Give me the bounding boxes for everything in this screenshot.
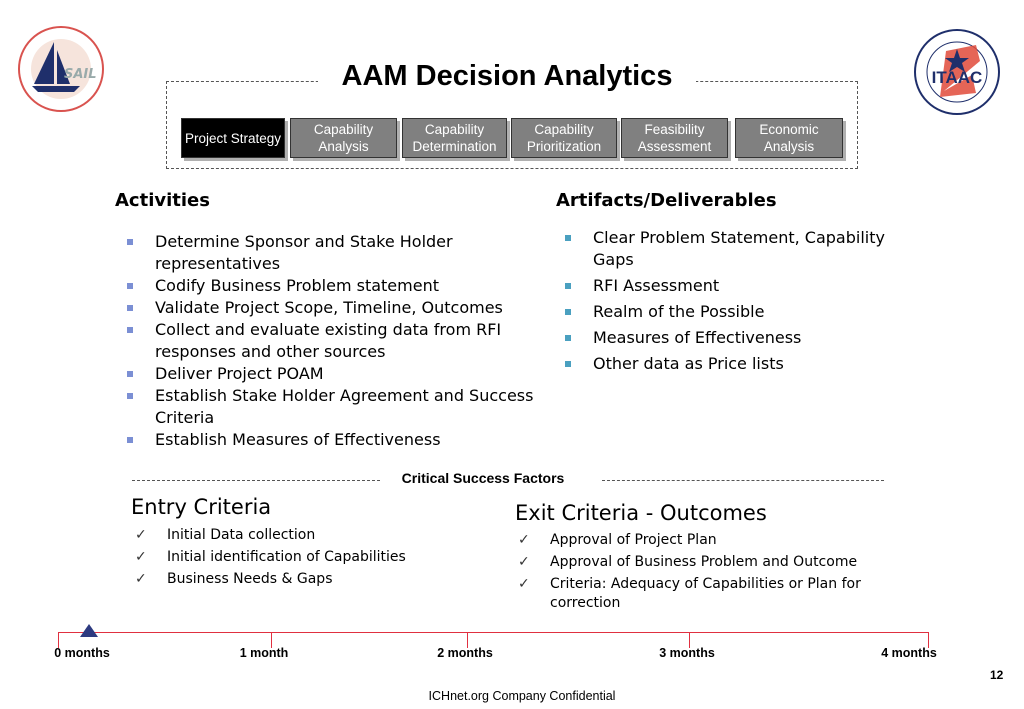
list-item: Establish Stake Holder Agreement and Suc… (127, 385, 547, 429)
checkmark-icon: ✓ (518, 576, 530, 592)
item-text: Initial Data collection (167, 527, 316, 543)
checkmark-icon: ✓ (135, 527, 147, 543)
item-text: Realm of the Possible (593, 302, 765, 321)
activities-heading: Activities (115, 190, 210, 211)
item-text: Validate Project Scope, Timeline, Outcom… (155, 298, 503, 317)
artifacts-heading: Artifacts/Deliverables (556, 190, 777, 211)
checkmark-icon: ✓ (135, 571, 147, 587)
sail-logo: SAIL (18, 26, 104, 112)
list-item: Establish Measures of Effectiveness (127, 429, 547, 451)
phase-project-strategy[interactable]: Project Strategy (181, 118, 285, 158)
list-item: Clear Problem Statement, Capability Gaps (565, 227, 895, 271)
bullet-icon (565, 309, 571, 315)
svg-text:SAIL: SAIL (64, 67, 97, 82)
timeline-label-3: 3 months (659, 646, 715, 660)
timeline-line (58, 632, 928, 633)
list-item: Deliver Project POAM (127, 363, 547, 385)
entry-criteria-heading: Entry Criteria (131, 495, 272, 519)
list-item: ✓ Business Needs & Gaps (135, 570, 465, 589)
phase-feasibility-assessment[interactable]: Feasibility Assessment (621, 118, 728, 158)
item-text: Approval of Business Problem and Outcome (550, 554, 858, 570)
item-text: Measures of Effectiveness (593, 328, 802, 347)
divider-right (602, 480, 884, 481)
phase-capability-prioritization[interactable]: Capability Prioritization (511, 118, 617, 158)
list-item: Realm of the Possible (565, 301, 895, 323)
bullet-icon (127, 393, 133, 399)
list-item: Other data as Price lists (565, 353, 895, 375)
timeline-marker-triangle-icon (80, 624, 98, 637)
list-item: ✓ Criteria: Adequacy of Capabilities or P… (518, 575, 878, 613)
phase-economic-analysis[interactable]: Economic Analysis (735, 118, 843, 158)
item-text: Establish Measures of Effectiveness (155, 430, 441, 449)
bullet-icon (565, 283, 571, 289)
bullet-icon (565, 235, 571, 241)
list-item: Determine Sponsor and Stake Holder repre… (127, 231, 547, 275)
timeline-tick (689, 632, 690, 648)
timeline-label-4: 4 months (881, 646, 937, 660)
list-item: ✓ Approval of Business Problem and Outcom… (518, 553, 878, 572)
list-item: ✓ Initial Data collection (135, 526, 465, 545)
itaac-logo: ITAAC (914, 29, 1000, 115)
item-text: Initial identification of Capabilities (167, 549, 406, 565)
timeline-tick (467, 632, 468, 648)
critical-success-factors-label: Critical Success Factors (401, 470, 565, 486)
timeline-tick (928, 632, 929, 648)
exit-criteria-list: ✓ Approval of Project Plan ✓ Approval of B… (518, 531, 878, 616)
item-text: Clear Problem Statement, Capability Gaps (593, 228, 885, 269)
item-text: Collect and evaluate existing data from … (155, 320, 502, 361)
bullet-icon (565, 335, 571, 341)
item-text: RFI Assessment (593, 276, 720, 295)
list-item: Measures of Effectiveness (565, 327, 895, 349)
list-item: ✓ Initial identification of Capabilities (135, 548, 465, 567)
bullet-icon (565, 361, 571, 367)
bullet-icon (127, 437, 133, 443)
checkmark-icon: ✓ (518, 554, 530, 570)
item-text: Deliver Project POAM (155, 364, 324, 383)
svg-text:ITAAC: ITAAC (932, 68, 983, 87)
bullet-icon (127, 283, 133, 289)
footer: ICHnet.org Company Confidential (428, 689, 616, 703)
phase-capability-analysis[interactable]: Capability Analysis (290, 118, 397, 158)
item-text: Other data as Price lists (593, 354, 784, 373)
timeline-tick (58, 632, 59, 648)
bullet-icon (127, 371, 133, 377)
page-title: AAM Decision Analytics (318, 60, 696, 93)
page-number: 12 (990, 668, 1004, 682)
checkmark-icon: ✓ (135, 549, 147, 565)
item-text: Determine Sponsor and Stake Holder repre… (155, 232, 453, 273)
list-item: Codify Business Problem statement (127, 275, 547, 297)
timeline-label-0: 0 months (54, 646, 110, 660)
bullet-icon (127, 239, 133, 245)
item-text: Approval of Project Plan (550, 532, 717, 548)
checkmark-icon: ✓ (518, 532, 530, 548)
item-text: Criteria: Adequacy of Capabilities or Pl… (550, 576, 861, 611)
bullet-icon (127, 327, 133, 333)
list-item: ✓ Approval of Project Plan (518, 531, 878, 550)
phase-capability-determination[interactable]: Capability Determination (402, 118, 507, 158)
timeline-label-1: 1 month (239, 646, 289, 660)
item-text: Codify Business Problem statement (155, 276, 439, 295)
activities-list: Determine Sponsor and Stake Holder repre… (127, 231, 547, 451)
timeline-tick (271, 632, 272, 648)
timeline-label-2: 2 months (437, 646, 493, 660)
item-text: Business Needs & Gaps (167, 571, 333, 587)
list-item: Collect and evaluate existing data from … (127, 319, 547, 363)
entry-criteria-list: ✓ Initial Data collection ✓ Initial identi… (135, 526, 465, 592)
divider-left (132, 480, 380, 481)
list-item: Validate Project Scope, Timeline, Outcom… (127, 297, 547, 319)
bullet-icon (127, 305, 133, 311)
list-item: RFI Assessment (565, 275, 895, 297)
artifacts-list: Clear Problem Statement, Capability Gaps… (565, 227, 895, 379)
item-text: Establish Stake Holder Agreement and Suc… (155, 386, 534, 427)
exit-criteria-heading: Exit Criteria - Outcomes (515, 501, 767, 525)
